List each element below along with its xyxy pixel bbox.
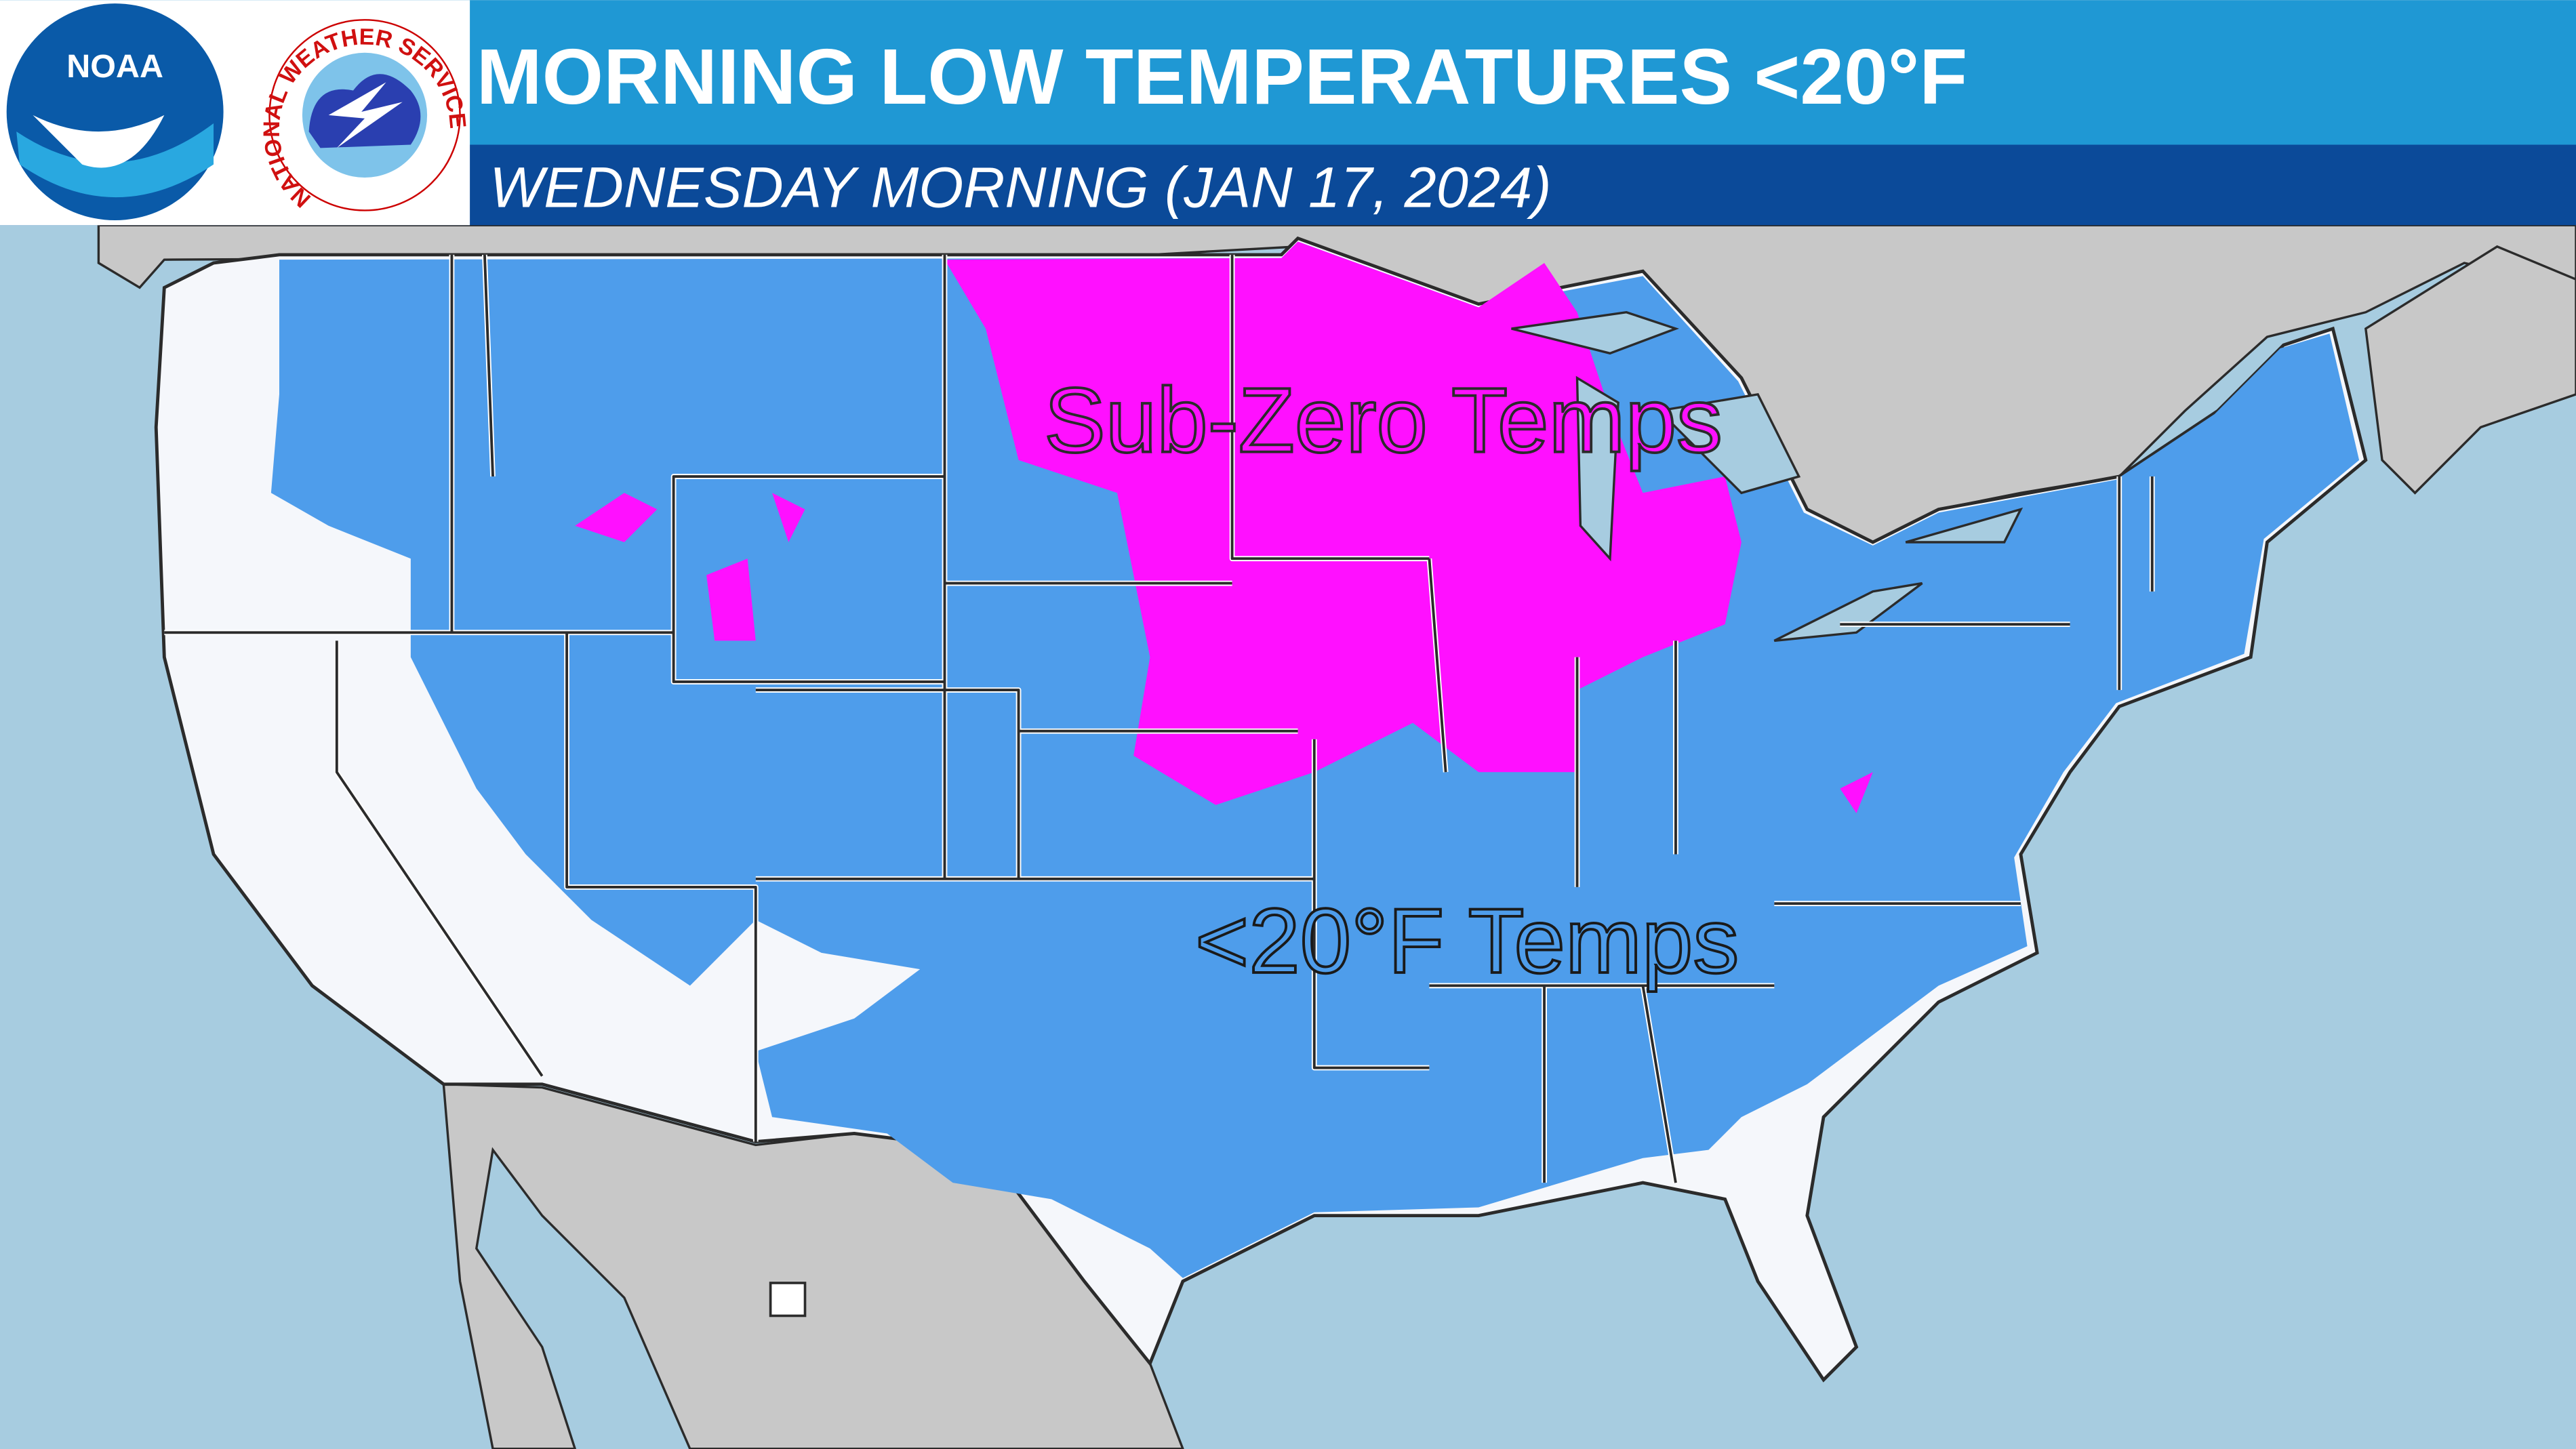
great-lakes: [1511, 310, 2024, 642]
inset-box: [769, 1282, 807, 1318]
noaa-text: NOAA: [66, 48, 163, 85]
noaa-gull: [33, 115, 165, 168]
nws-bolt: [328, 82, 403, 148]
nws-cloud: [308, 74, 421, 148]
title: MORNING LOW TEMPERATURES <20°F: [477, 33, 1968, 121]
maritimes: [2364, 245, 2576, 495]
noaa-wave: [16, 123, 214, 198]
sub-zero-region: [944, 241, 1742, 805]
state-borders: [164, 254, 2155, 1183]
map-label: <20°F Temps: [1195, 889, 1739, 992]
map-label: Sub-Zero Temps: [1044, 369, 1723, 472]
subtitle: WEDNESDAY MORNING (JAN 17, 2024): [489, 155, 1551, 220]
